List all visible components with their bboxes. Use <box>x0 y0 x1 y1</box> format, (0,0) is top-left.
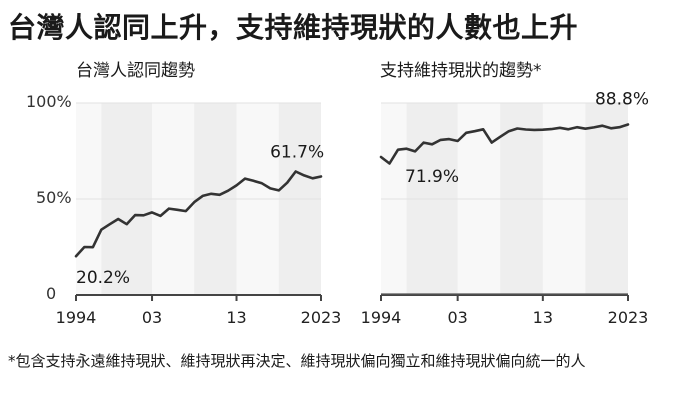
page-title: 台灣人認同上升，支持維持現狀的人數也上升 <box>8 11 579 44</box>
x-tick-label-1-2: 13 <box>533 308 553 327</box>
x-tick-label-1-3: 2023 <box>608 308 649 327</box>
annotation-label-0-0: 20.2% <box>76 268 130 288</box>
annotation-label-0-1: 61.7% <box>270 142 324 162</box>
x-tick-label-0-0: 1994 <box>56 308 97 327</box>
x-tick-label-1-1: 03 <box>447 308 467 327</box>
left-chart-title: 台灣人認同趨勢 <box>76 61 195 81</box>
x-tick-label-0-1: 03 <box>142 308 162 327</box>
annotation-label-1-0: 71.9% <box>405 167 459 187</box>
x-tick-label-0-3: 2023 <box>301 308 342 327</box>
y-axis-label-0: 0 <box>46 284 57 303</box>
y-axis-label-100: 100% <box>26 92 72 111</box>
y-axis-label-50: 50% <box>36 188 72 207</box>
series-line-1 <box>379 123 630 165</box>
annotation-label-1-1: 88.8% <box>595 90 649 110</box>
x-tick-label-1-0: 1994 <box>361 308 402 327</box>
x-tick-label-0-2: 13 <box>226 308 246 327</box>
right-chart-title: 支持維持現狀的趨勢* <box>380 61 542 81</box>
footnote: *包含支持永遠維持現狀、維持現狀再決定、維持現狀偏向獨立和維持現狀偏向統一的人 <box>8 352 586 370</box>
series-line-0 <box>74 170 323 258</box>
